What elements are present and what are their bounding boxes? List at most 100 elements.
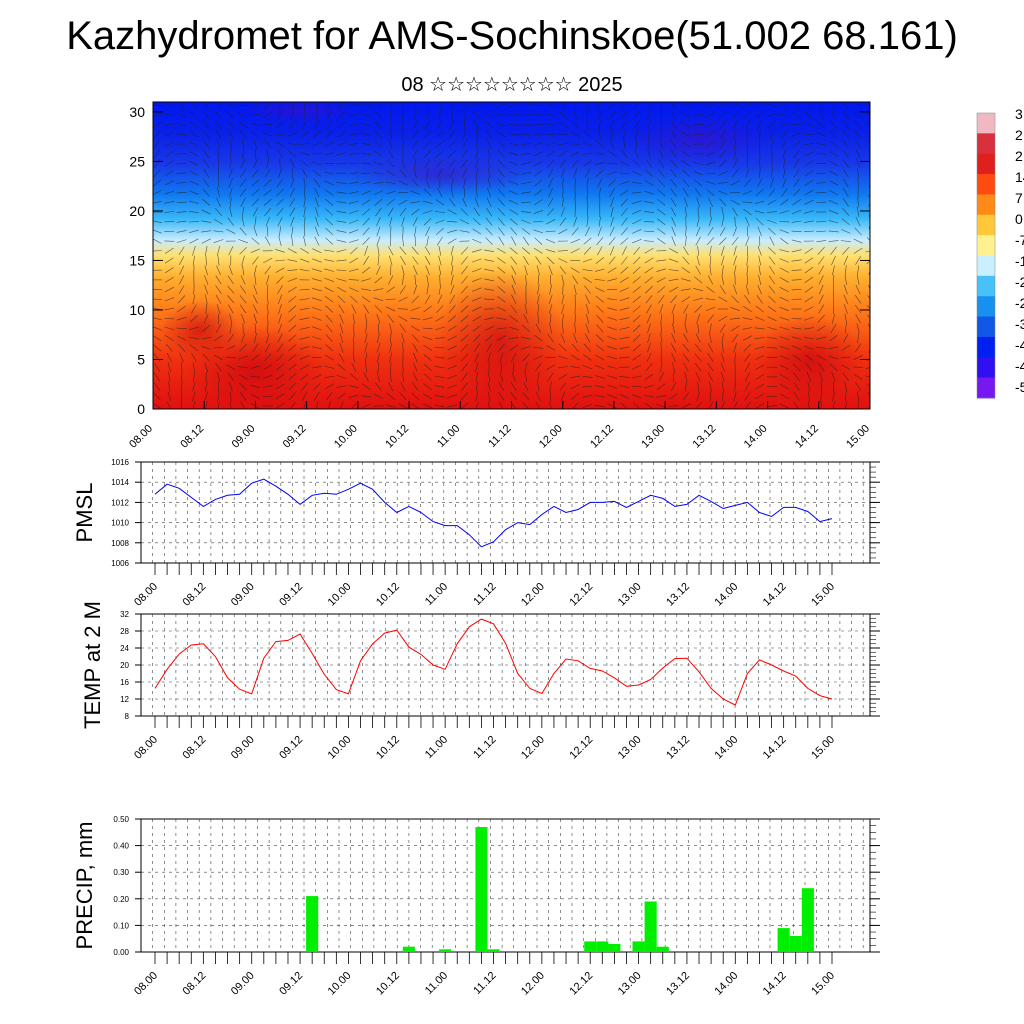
x-tick-label: 15.00: [809, 970, 837, 998]
y-tick-label: 1008: [111, 539, 129, 548]
temperature-section-panel: 0 5 10 15 20 25 30 08.00 08.12 09.00 09.12 10.00 10.…: [127, 101, 872, 451]
x-tick-label: 11.00: [423, 970, 450, 997]
y-tick-label: 0.40: [113, 842, 129, 851]
precip-bar: [475, 827, 488, 952]
y-tick-label: 1016: [111, 458, 129, 467]
colorbar-frame: [976, 112, 996, 399]
colorbar-swatch: [977, 275, 995, 297]
chart-title: Kazhydromet for AMS-Sochinskoe(51.002 68…: [66, 14, 958, 58]
x-tick-label: 08.00: [127, 423, 155, 451]
y-tick-label: 1014: [111, 478, 129, 487]
cold-cell: [630, 115, 770, 165]
plot-frame: [140, 818, 871, 953]
y-tick-label: 8: [125, 712, 130, 721]
y-tick-label: 12: [120, 695, 129, 704]
colorbar-label: 2: [1015, 148, 1023, 164]
x-tick-label: 08.12: [181, 970, 209, 998]
colorbar-swatch: [977, 194, 995, 216]
x-tick-label: 14.00: [742, 423, 770, 451]
y-axis-label: PRECIP, mm: [72, 822, 97, 950]
x-tick-label: 10.12: [374, 970, 402, 998]
colorbar-swatch: [977, 133, 995, 155]
x-tick-label: 09.12: [277, 734, 305, 762]
pmsl-panel: 1006 1008 1010 1012 1014 1016 08.00 08.12 09.00 0…: [72, 458, 880, 609]
x-tick-label: 09.00: [229, 734, 257, 762]
x-tick-label: 09.12: [281, 423, 309, 451]
x-tick-label: 09.00: [229, 581, 257, 609]
x-tick-label: 08.12: [181, 734, 209, 762]
y-tick-label: 0.00: [113, 948, 129, 957]
precip-bar: [777, 928, 790, 952]
colorbar-label: -4: [1015, 337, 1024, 353]
colorbar-label: 3: [1015, 106, 1023, 122]
x-tick-label: 10.12: [374, 581, 402, 609]
x-tick-label: 09.12: [277, 581, 305, 609]
colorbar-swatch: [977, 235, 995, 256]
colorbar-label: 7: [1015, 190, 1023, 206]
grid: [141, 614, 870, 716]
y-tick-label: 20: [129, 203, 145, 219]
x-tick-label: 10.12: [383, 423, 411, 451]
x-tick-label: 12.00: [519, 970, 547, 998]
x-tick-label: 14.12: [761, 970, 789, 998]
temp2m-panel: 8 12 16 20 24 28 32 08.00 08.12 09.00 09.12 10.00 10…: [80, 601, 880, 762]
cold-cell: [350, 155, 530, 195]
colorbar-swatch: [977, 336, 995, 358]
colorbar-label: 14: [1015, 169, 1024, 185]
x-tick-label: 12.12: [588, 423, 616, 451]
x-tick-label: 14.00: [712, 734, 740, 762]
precip-panel: 0.00 0.10 0.20 0.30 0.40 0.50 08.00 08.12 09.00 0…: [72, 815, 880, 998]
y-tick-label: 20: [120, 661, 129, 670]
x-tick-label: 12.00: [519, 734, 547, 762]
y-tick-label: 1010: [111, 519, 129, 528]
precip-bar: [439, 949, 452, 952]
colorbar-swatch: [977, 377, 995, 399]
wind-vectors: [153, 102, 870, 409]
y-tick-label: 10: [129, 302, 145, 318]
y-tick-label: 0.20: [113, 895, 129, 904]
colorbar-swatch: [977, 153, 995, 175]
precip-bar: [632, 941, 645, 952]
precip-bar: [584, 941, 597, 952]
grid: [141, 819, 870, 952]
y-tick-label: 30: [129, 104, 145, 120]
warm-cell: [160, 300, 240, 360]
x-tick-label: 12.12: [567, 970, 595, 998]
x-tick-label: 12.00: [519, 581, 547, 609]
colorbar-swatch: [977, 316, 995, 338]
y-tick-label: 16: [120, 678, 129, 687]
x-tick-label: 13.00: [616, 581, 644, 609]
x-tick-label: 11.12: [471, 581, 498, 608]
x-tick-label: 14.12: [761, 734, 789, 762]
x-tick-label: 08.00: [132, 970, 160, 998]
x-tick-label: 13.00: [616, 734, 644, 762]
precip-bar: [644, 901, 657, 952]
precip-bar: [789, 936, 802, 952]
colorbar-label: -2: [1015, 295, 1024, 311]
x-tick-label: 14.00: [712, 970, 740, 998]
colorbar-swatch: [977, 174, 995, 195]
x-tick-label: 13.00: [639, 423, 667, 451]
precip-bar: [608, 944, 621, 952]
precip-bar: [487, 949, 500, 952]
y-axis-label: PMSL: [72, 483, 97, 543]
x-tick-label: 15.00: [809, 734, 837, 762]
x-tick-label: 10.00: [326, 734, 354, 762]
y-tick-label: 32: [120, 610, 129, 619]
y-tick-label: 24: [120, 644, 129, 653]
x-tick-label: 11.12: [471, 734, 498, 761]
y-tick-label: 15: [129, 252, 145, 268]
x-tick-label: 15.00: [844, 423, 872, 451]
x-tick-label: 11.12: [486, 423, 513, 450]
y-tick-label: 0: [137, 401, 145, 417]
x-tick-label: 08.00: [132, 734, 160, 762]
x-tick-label: 08.12: [178, 423, 206, 451]
colorbar-label: 2: [1015, 127, 1023, 143]
y-axis-label: TEMP at 2 M: [80, 601, 105, 729]
x-tick-label: 08.12: [181, 581, 209, 609]
x-tick-label: 10.12: [374, 734, 402, 762]
precip-bar: [656, 946, 669, 952]
x-tick-label: 13.12: [691, 423, 719, 451]
y-tick-label: 1006: [111, 559, 129, 568]
